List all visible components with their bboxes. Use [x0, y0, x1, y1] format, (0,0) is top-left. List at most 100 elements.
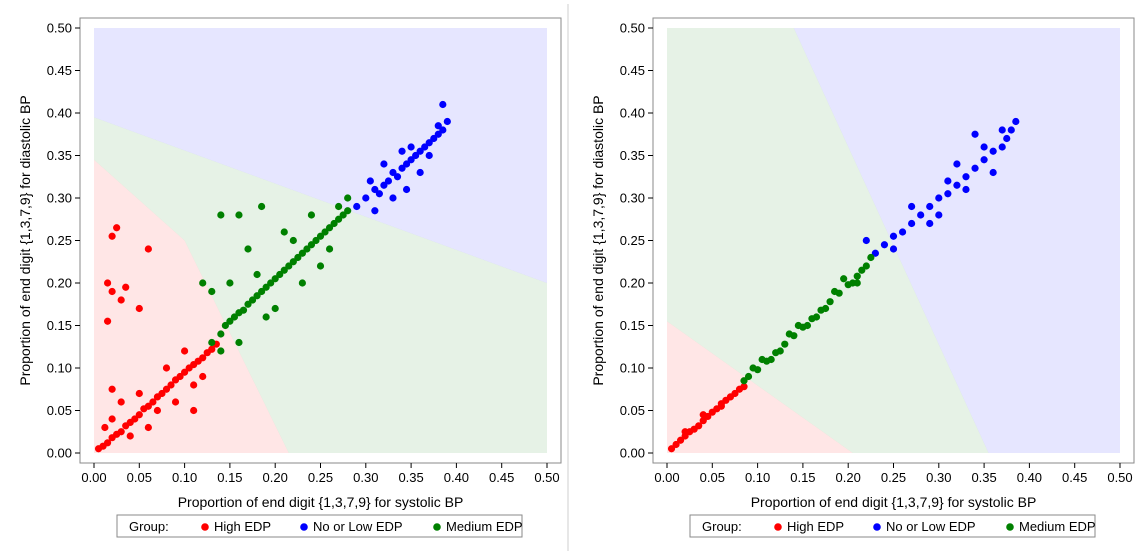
data-point	[717, 402, 725, 410]
data-point	[294, 253, 302, 262]
x-tick-label: 0.15	[790, 470, 815, 485]
data-point	[280, 228, 288, 236]
data-point	[217, 347, 225, 355]
data-point	[316, 262, 325, 270]
data-point	[398, 164, 406, 172]
data-point	[303, 245, 311, 253]
x-axis-title: Proportion of end digit {1,3,7,9} for sy…	[751, 494, 1037, 510]
data-point	[181, 347, 189, 355]
data-point	[235, 338, 243, 347]
data-point	[695, 422, 703, 430]
data-point	[208, 287, 216, 296]
data-point	[285, 262, 293, 270]
data-point	[239, 306, 248, 314]
data-point	[880, 241, 889, 249]
region-texture	[667, 28, 989, 453]
data-point	[430, 134, 438, 143]
data-point	[258, 287, 266, 296]
y-tick-label: 0.10	[47, 361, 72, 376]
data-point	[749, 364, 757, 372]
x-tick-label: 0.15	[217, 470, 242, 485]
data-point	[935, 194, 943, 202]
data-point	[190, 406, 198, 415]
data-point	[416, 147, 424, 155]
data-point	[826, 298, 834, 306]
data-point	[740, 383, 748, 391]
data-point	[853, 279, 861, 287]
data-point	[253, 292, 261, 300]
data-point	[217, 330, 225, 338]
legend-marker	[1006, 523, 1014, 531]
data-point	[131, 415, 139, 423]
y-tick-label: 0.50	[620, 21, 645, 36]
data-point	[731, 389, 739, 398]
y-axis-title: Proportion of end digit {1,3,7,9} for di…	[590, 95, 606, 385]
legend-marker	[433, 523, 441, 531]
data-point	[298, 249, 306, 257]
data-point	[135, 304, 143, 313]
data-point	[135, 411, 143, 419]
data-point	[217, 211, 225, 219]
data-point	[384, 177, 393, 185]
x-axis-title: Proportion of end digit {1,3,7,9} for sy…	[178, 494, 464, 510]
data-point	[840, 275, 848, 283]
y-tick-label: 0.15	[620, 318, 645, 333]
data-point	[889, 232, 898, 240]
x-tick-label: 0.25	[881, 470, 906, 485]
data-point	[171, 398, 180, 406]
data-point	[271, 304, 279, 313]
x-tick-label: 0.35	[398, 470, 423, 485]
data-point	[353, 202, 361, 211]
y-tick-label: 0.20	[47, 276, 72, 291]
data-point	[167, 381, 175, 389]
x-tick-label: 0.10	[745, 470, 770, 485]
legend-marker	[774, 523, 782, 531]
data-point	[108, 415, 116, 423]
data-point	[402, 160, 411, 168]
data-point	[699, 411, 707, 419]
legend-item-label: High EDP	[787, 519, 844, 534]
data-point	[335, 215, 343, 223]
data-point	[258, 202, 266, 211]
legend: Group: High EDP No or Low EDP Medium EDP	[116, 514, 523, 538]
y-tick-label: 0.40	[620, 106, 645, 121]
data-point	[889, 245, 898, 253]
data-point	[271, 275, 279, 283]
data-point	[144, 423, 152, 432]
data-point	[144, 402, 152, 410]
data-point	[101, 423, 109, 432]
chart-panel-right: 0.00 0.05 0.10 0.15 0.20 0.25 0.30 0.35 0.40 0.45…	[590, 17, 1135, 538]
data-point	[298, 279, 306, 287]
data-point	[176, 372, 184, 381]
data-point	[785, 330, 793, 338]
data-point	[330, 219, 338, 228]
data-point	[344, 207, 352, 215]
data-point	[672, 440, 680, 449]
data-point	[103, 439, 112, 447]
legend-marker	[201, 523, 209, 531]
data-point	[280, 266, 288, 274]
y-tick-label: 0.05	[620, 403, 645, 418]
data-point	[312, 236, 320, 245]
data-point	[316, 232, 325, 240]
data-point	[908, 219, 916, 228]
data-point	[699, 417, 707, 425]
data-point	[803, 321, 812, 330]
data-point	[443, 117, 451, 126]
data-point	[421, 143, 429, 151]
data-point	[776, 347, 784, 355]
y-tick-label: 0.45	[47, 63, 72, 78]
data-point	[371, 207, 379, 215]
data-point	[162, 385, 171, 393]
data-point	[126, 432, 134, 440]
data-point	[380, 181, 388, 189]
data-point	[230, 313, 239, 321]
x-tick-label: 0.45	[489, 470, 514, 485]
legend-item-label: Medium EDP	[1019, 519, 1096, 534]
x-tick-label: 0.40	[1017, 470, 1042, 485]
y-tick-label: 0.35	[47, 148, 72, 163]
legend-title: Group:	[702, 519, 742, 534]
data-point	[235, 211, 243, 219]
legend-item-label: No or Low EDP	[313, 519, 403, 534]
data-point	[416, 168, 424, 177]
